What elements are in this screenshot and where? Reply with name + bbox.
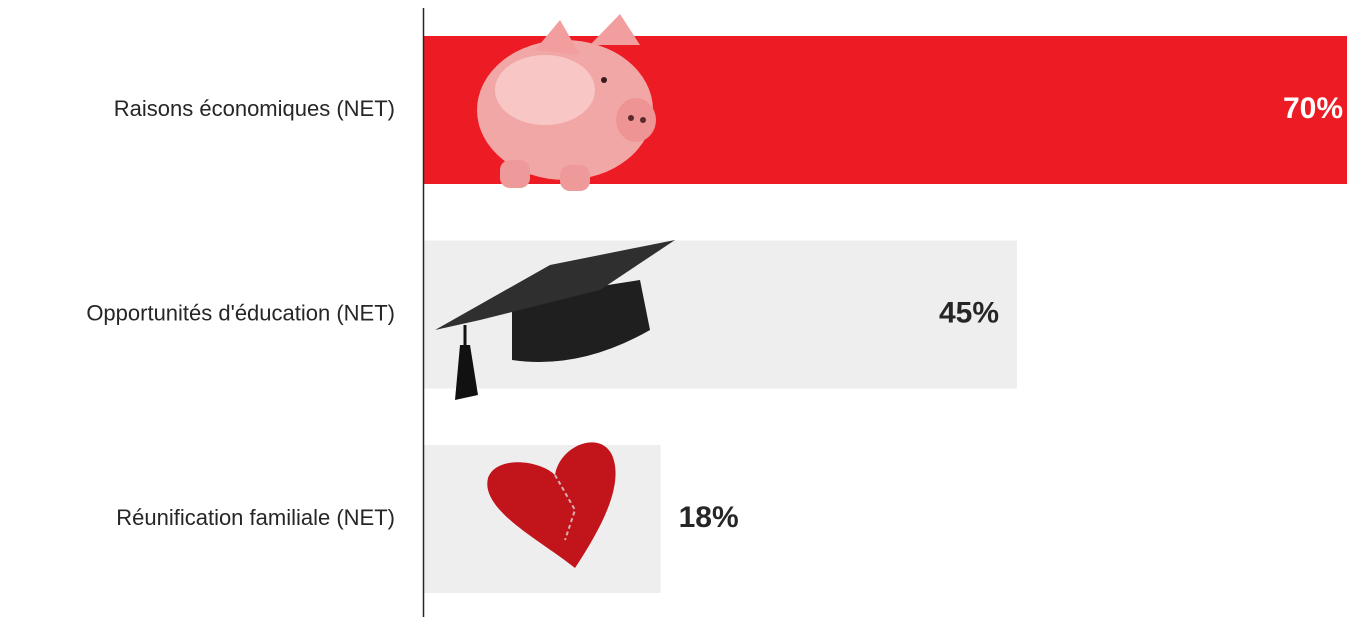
heart-icon xyxy=(487,442,616,568)
value-label: 70% xyxy=(1283,92,1343,125)
piggy-icon xyxy=(477,14,656,191)
category-label: Opportunités d'éducation (NET) xyxy=(86,300,395,325)
value-label: 45% xyxy=(939,296,999,329)
icons xyxy=(435,14,675,568)
value-label: 18% xyxy=(679,501,739,534)
category-label: Réunification familiale (NET) xyxy=(116,505,395,530)
category-label: Raisons économiques (NET) xyxy=(114,96,395,121)
cap-icon xyxy=(435,240,675,400)
